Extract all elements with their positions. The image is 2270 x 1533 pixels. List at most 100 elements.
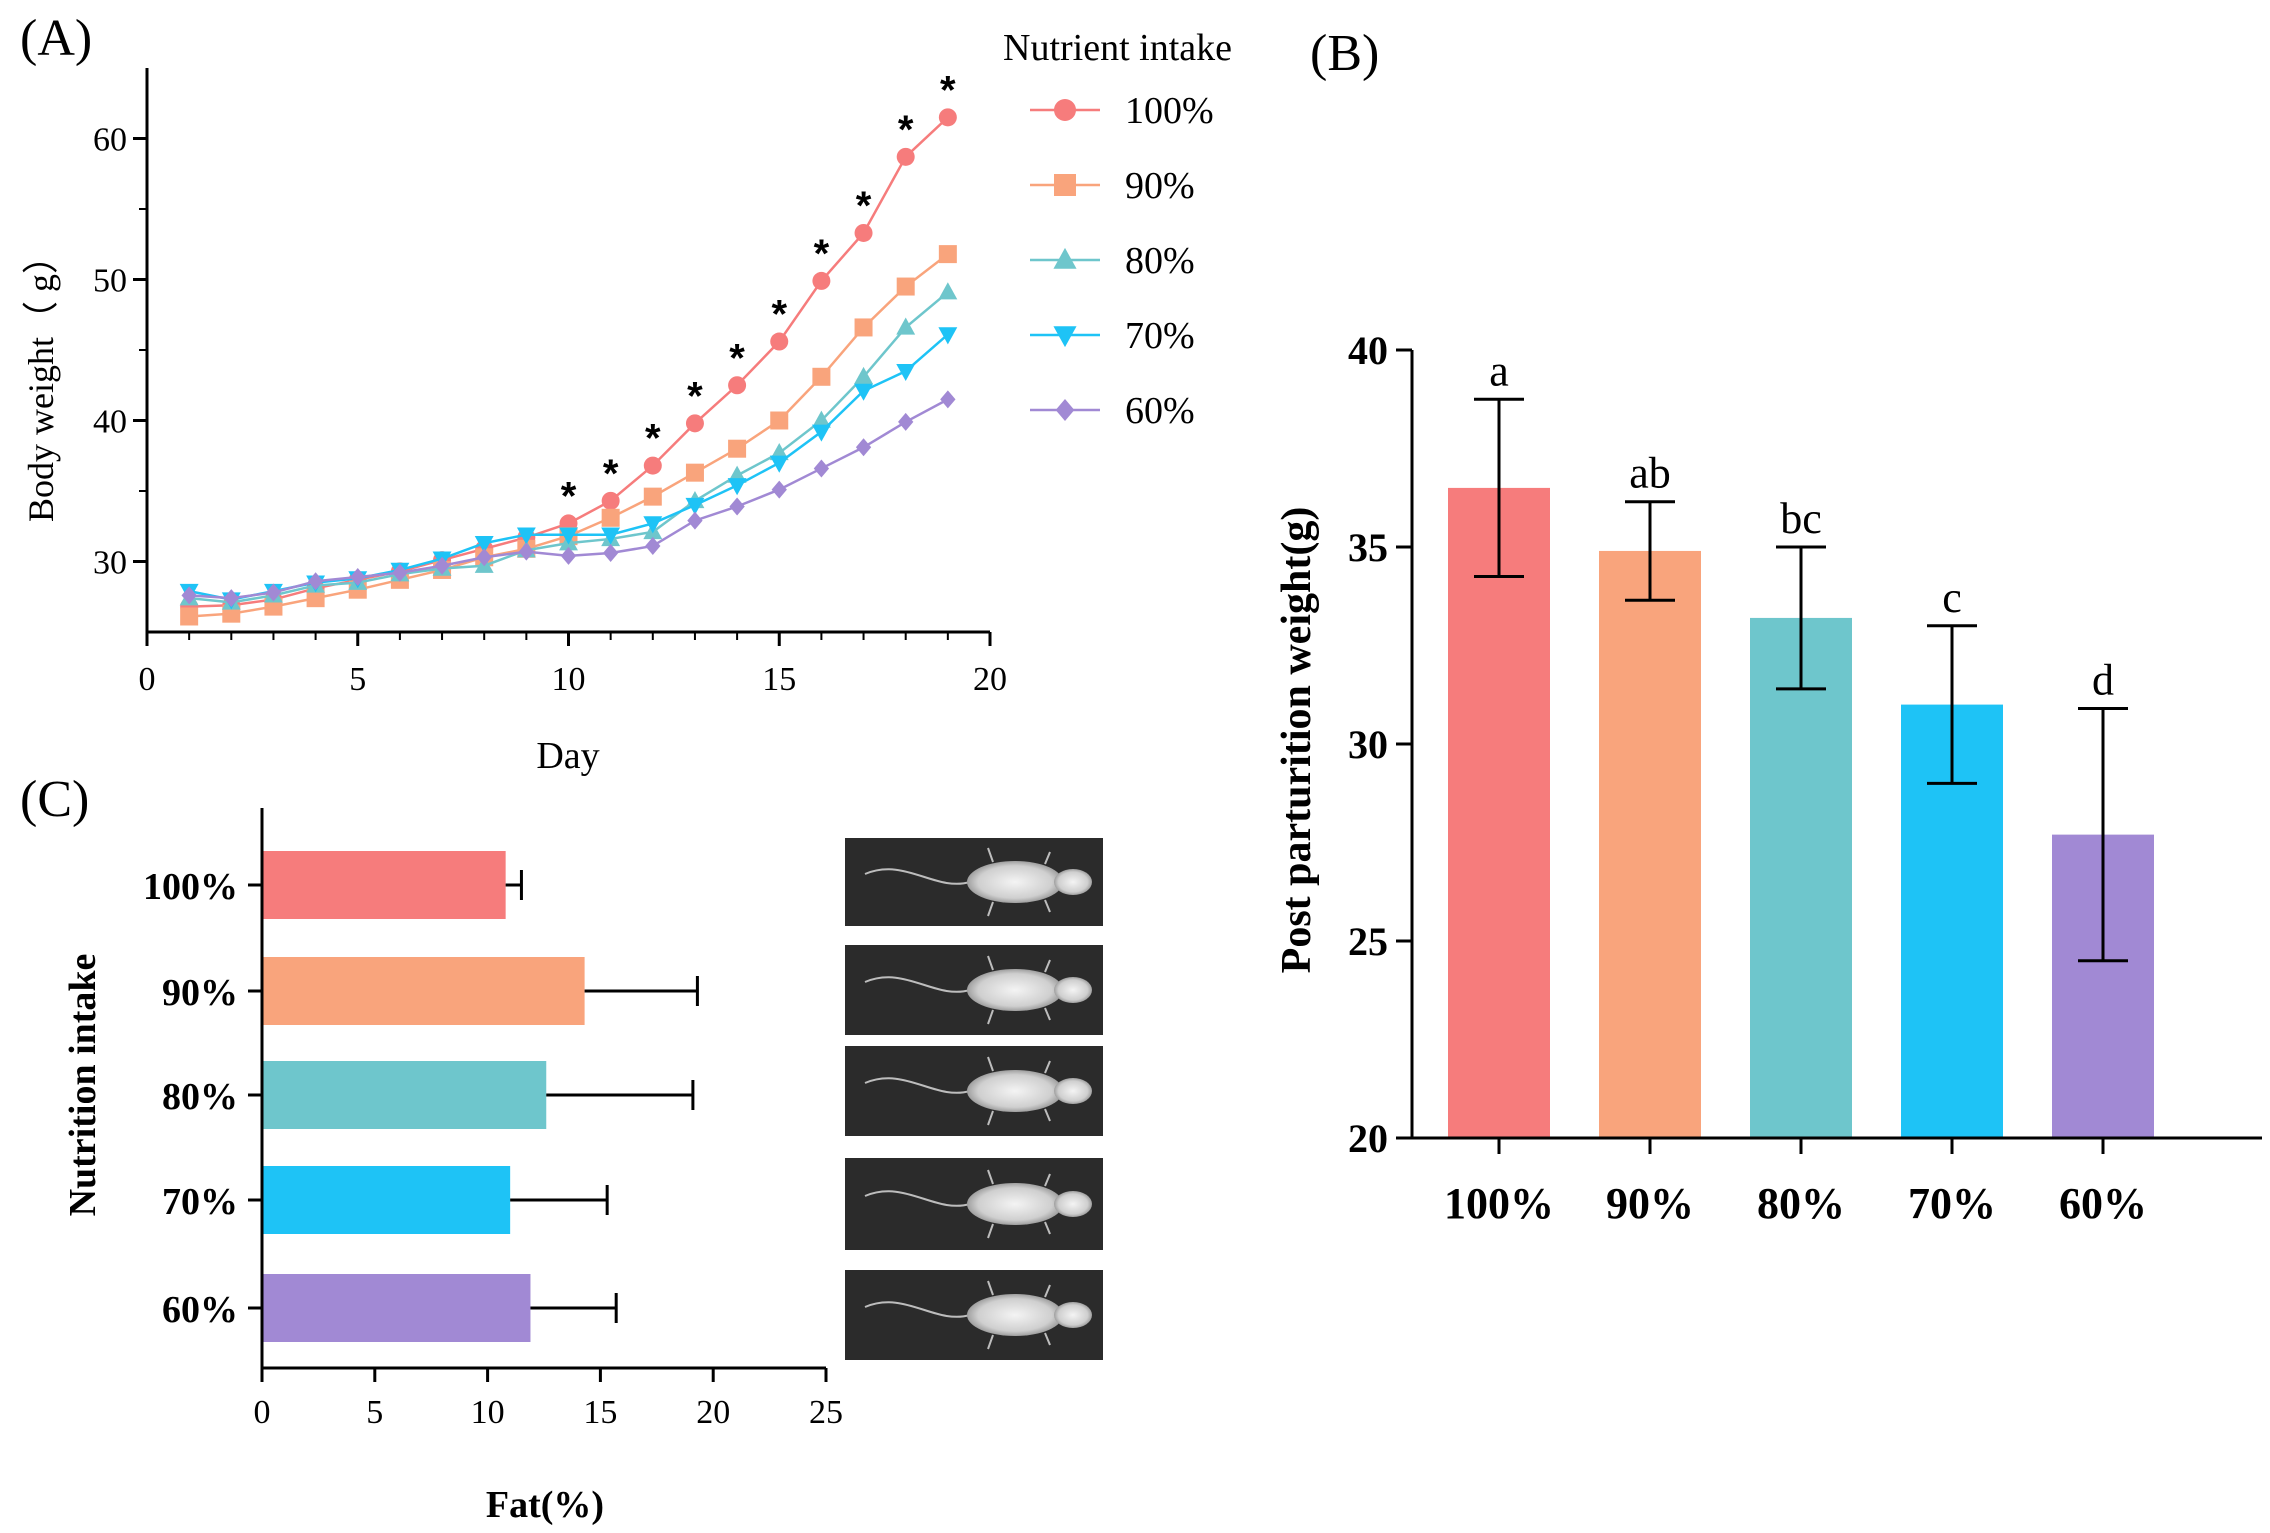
significance-star: * (687, 374, 703, 418)
series-90pct (180, 245, 957, 626)
panel-a-series (179, 108, 958, 626)
xray-image (845, 945, 1103, 1035)
panel-b-bar-chart: (B) a ab bc c d 20 25 30 35 40 100% 90% 80% 70% 60% P… (1274, 25, 2262, 1228)
data-point (645, 536, 661, 555)
legend-marker (1055, 399, 1075, 421)
data-point (516, 527, 536, 545)
panel-c-x-axis-label: Fat(%) (486, 1484, 604, 1526)
panel-c-y-tick-label: 60% (162, 1289, 238, 1331)
legend-marker (1054, 174, 1076, 196)
panel-c-x-tick-label: 15 (583, 1394, 617, 1431)
mouse-body (967, 1070, 1063, 1112)
data-point (938, 327, 958, 345)
data-point (813, 459, 830, 478)
panel-a-y-tick-label: 40 (93, 404, 127, 441)
hbar-group-100pct (262, 851, 523, 919)
data-point (307, 572, 324, 591)
bar-group-60pct: d (2052, 656, 2154, 1138)
data-point (729, 497, 745, 516)
panel-b-y-tick-label: 40 (1348, 328, 1388, 373)
panel-a-significance-stars: * * * * * * * * * * (561, 68, 956, 518)
panel-b-x-tick-label: 100% (1444, 1179, 1554, 1228)
legend-marker (1053, 247, 1077, 269)
panel-a-x-tick-label: 20 (973, 661, 1007, 698)
panel-c-y-tick-label: 70% (162, 1181, 238, 1223)
mouse-body (967, 1294, 1063, 1336)
data-point (896, 317, 916, 335)
legend-item-80pct: 80% (1030, 240, 1195, 282)
data-point (896, 277, 915, 296)
legend-item-60pct: 60% (1030, 390, 1195, 432)
data-point (898, 412, 914, 431)
panel-c-bars (262, 851, 699, 1342)
panel-c-x-tick-label: 25 (809, 1394, 843, 1431)
significance-letter: a (1489, 346, 1509, 395)
bar-group-70pct: c (1901, 573, 2003, 1138)
significance-star: * (645, 417, 661, 461)
data-point (601, 508, 620, 527)
mouse-tail (864, 1301, 971, 1318)
panel-a-x-tick-label: 0 (139, 661, 156, 698)
panel-a-x-tick-label: 5 (349, 661, 366, 698)
mouse-leg (987, 1009, 994, 1025)
panel-a-y-tick-label: 30 (93, 545, 127, 582)
hbar (262, 1061, 547, 1129)
panel-c-y-tick-label: 90% (162, 972, 238, 1014)
significance-star: * (729, 336, 745, 380)
significance-letter: ab (1629, 449, 1671, 498)
data-point (687, 511, 703, 530)
xray-image (845, 1270, 1103, 1360)
data-point (854, 383, 873, 401)
data-point (769, 455, 789, 473)
legend-label: 70% (1125, 315, 1195, 357)
panel-c-x-tick-label: 10 (471, 1394, 505, 1431)
data-point (728, 376, 747, 395)
data-point (896, 363, 916, 382)
mouse-leg (1044, 899, 1051, 913)
mouse-leg (1044, 1108, 1051, 1122)
significance-star: * (603, 452, 619, 496)
panel-c-x-tick-label: 5 (366, 1394, 383, 1431)
mouse-leg (987, 1169, 994, 1185)
data-point (265, 583, 282, 602)
significance-star: * (771, 293, 787, 337)
panel-c-label: (C) (20, 771, 89, 828)
data-point (434, 556, 450, 575)
data-point (223, 589, 239, 608)
mouse-body (967, 969, 1063, 1011)
hbar (262, 851, 506, 919)
data-point (854, 366, 873, 384)
data-point (812, 271, 831, 290)
mouse-leg (1044, 1007, 1051, 1021)
data-point (896, 147, 915, 166)
mouse-leg (1044, 1332, 1051, 1346)
data-point (854, 318, 873, 337)
hbar-group-70pct (262, 1166, 609, 1234)
mouse-leg (987, 1280, 994, 1296)
data-point (938, 108, 957, 127)
mouse-leg (1044, 1284, 1051, 1298)
panel-b-x-tick-label: 90% (1606, 1179, 1694, 1228)
panel-c-bar-chart: (C) 0 5 10 15 20 25 100% 90% 80% 70% 60% Fat(%) Nu… (20, 771, 1103, 1526)
hbar (262, 1274, 531, 1342)
legend-item-100pct: 100% (1030, 90, 1214, 132)
mouse-head (1054, 1078, 1092, 1104)
hbar-group-90pct (262, 957, 699, 1025)
panel-c-y-axis-label: Nutrition intake (62, 954, 104, 1217)
mouse-head (1054, 1191, 1092, 1217)
panel-b-x-tick-label: 70% (1908, 1179, 1996, 1228)
panel-b-y-axis-label: Post parturition weight(g) (1274, 507, 1320, 974)
mouse-leg (987, 955, 994, 971)
data-point (643, 516, 663, 534)
bar-group-90pct: ab (1599, 449, 1701, 1138)
panel-b-y-tick-label: 30 (1348, 722, 1388, 767)
panel-c-y-tick-label: 100% (143, 866, 238, 908)
significance-letter: c (1942, 573, 1962, 622)
data-point (685, 414, 704, 433)
panel-c-axes: 0 5 10 15 20 25 100% 90% 80% 70% 60% (143, 808, 843, 1431)
mouse-leg (1044, 851, 1051, 865)
data-point (180, 607, 199, 626)
hbar-group-60pct (262, 1274, 618, 1342)
data-point (643, 456, 662, 475)
data-point (181, 586, 197, 605)
